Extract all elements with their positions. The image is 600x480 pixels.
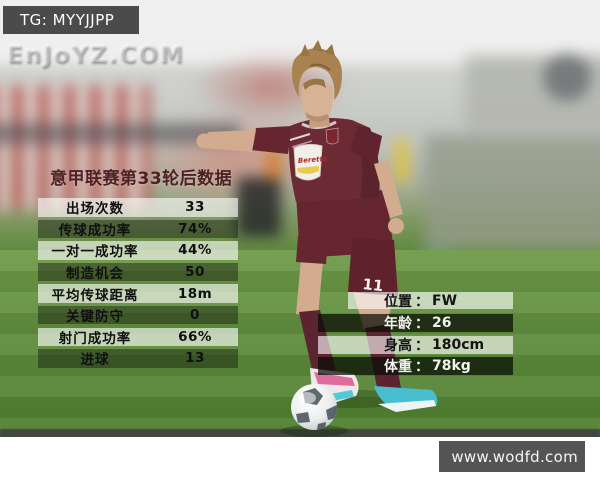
profile-row-age: 年龄 ： 26 <box>318 314 513 332</box>
profile-row-height: 身高 ： 180cm <box>318 335 513 354</box>
tg-badge: TG: MYYJJPP <box>3 6 139 34</box>
stat-row: 射门成功率 66% <box>38 327 238 347</box>
profile-value: FW <box>432 292 458 309</box>
profile-label: 体重 <box>384 359 412 375</box>
right-stand-blur <box>425 135 600 250</box>
stats-table: 出场次数 33 传球成功率 74% 一对一成功率 44% 制造机会 50 平均传… <box>38 198 238 371</box>
yellow-pole-blur <box>395 140 408 182</box>
shirt-sponsor-patch: Beretta <box>293 143 328 181</box>
tg-badge-label: TG: MYYJJPP <box>20 11 115 29</box>
stat-row: 传球成功率 74% <box>38 219 238 239</box>
stat-label: 平均传球距离 <box>51 287 139 304</box>
stats-title: 意甲联赛第33轮后数据 <box>50 169 233 189</box>
profile-separator: ： <box>415 293 429 310</box>
stat-value: 50 <box>185 264 205 281</box>
stat-row: 关键防守 0 <box>38 305 238 326</box>
stat-label: 一对一成功率 <box>51 244 139 261</box>
red-white-banner-blur <box>0 85 150 210</box>
stat-row: 进球 13 <box>38 349 238 368</box>
stat-value: 44% <box>178 242 212 259</box>
profile-label: 身高 <box>384 337 412 354</box>
profile-separator: ： <box>415 316 429 332</box>
stat-row: 出场次数 33 <box>38 198 238 217</box>
profile-value: 26 <box>432 315 452 331</box>
stat-value: 74% <box>178 220 212 237</box>
profile-label: 年龄 <box>384 316 412 332</box>
stat-value: 0 <box>190 307 200 324</box>
pitchside-track-strip <box>0 429 600 437</box>
stat-label: 制造机会 <box>66 266 124 283</box>
stat-value: 33 <box>185 199 205 216</box>
sponsor-text: Beretta <box>298 155 328 165</box>
profile-label: 位置 <box>384 293 412 310</box>
stat-row: 一对一成功率 44% <box>38 241 238 260</box>
dark-structure-blur <box>237 177 281 237</box>
stat-value: 13 <box>185 350 205 367</box>
site-badge: www.wodfd.com <box>439 441 585 472</box>
profile-separator: ： <box>415 359 429 375</box>
stat-label: 进球 <box>80 352 110 369</box>
profile-row-position: 位置 ： FW <box>348 292 513 310</box>
stat-value: 18m <box>177 285 213 302</box>
steward-orange-blur <box>266 150 281 179</box>
profile-value: 78kg <box>432 358 471 374</box>
enjoyz-watermark: EnJoYZ.COM <box>7 42 185 68</box>
stat-label: 出场次数 <box>66 201 124 218</box>
site-url: www.wodfd.com <box>451 447 578 466</box>
top-right-smudge-blur <box>543 53 591 101</box>
stat-label: 射门成功率 <box>58 330 132 347</box>
stat-row: 平均传球距离 18m <box>38 284 238 304</box>
profile-value: 180cm <box>432 336 485 353</box>
stat-label: 传球成功率 <box>58 222 132 239</box>
stat-row: 制造机会 50 <box>38 262 238 283</box>
profile-row-weight: 体重 ： 78kg <box>318 357 513 375</box>
stadium-photo: Beretta 11 <box>0 0 600 437</box>
profile-separator: ： <box>415 337 429 354</box>
stat-label: 关键防守 <box>66 309 124 326</box>
stat-value: 66% <box>178 328 212 345</box>
tier-shadow-blur <box>0 123 240 144</box>
jersey-number: 11 <box>362 275 385 295</box>
